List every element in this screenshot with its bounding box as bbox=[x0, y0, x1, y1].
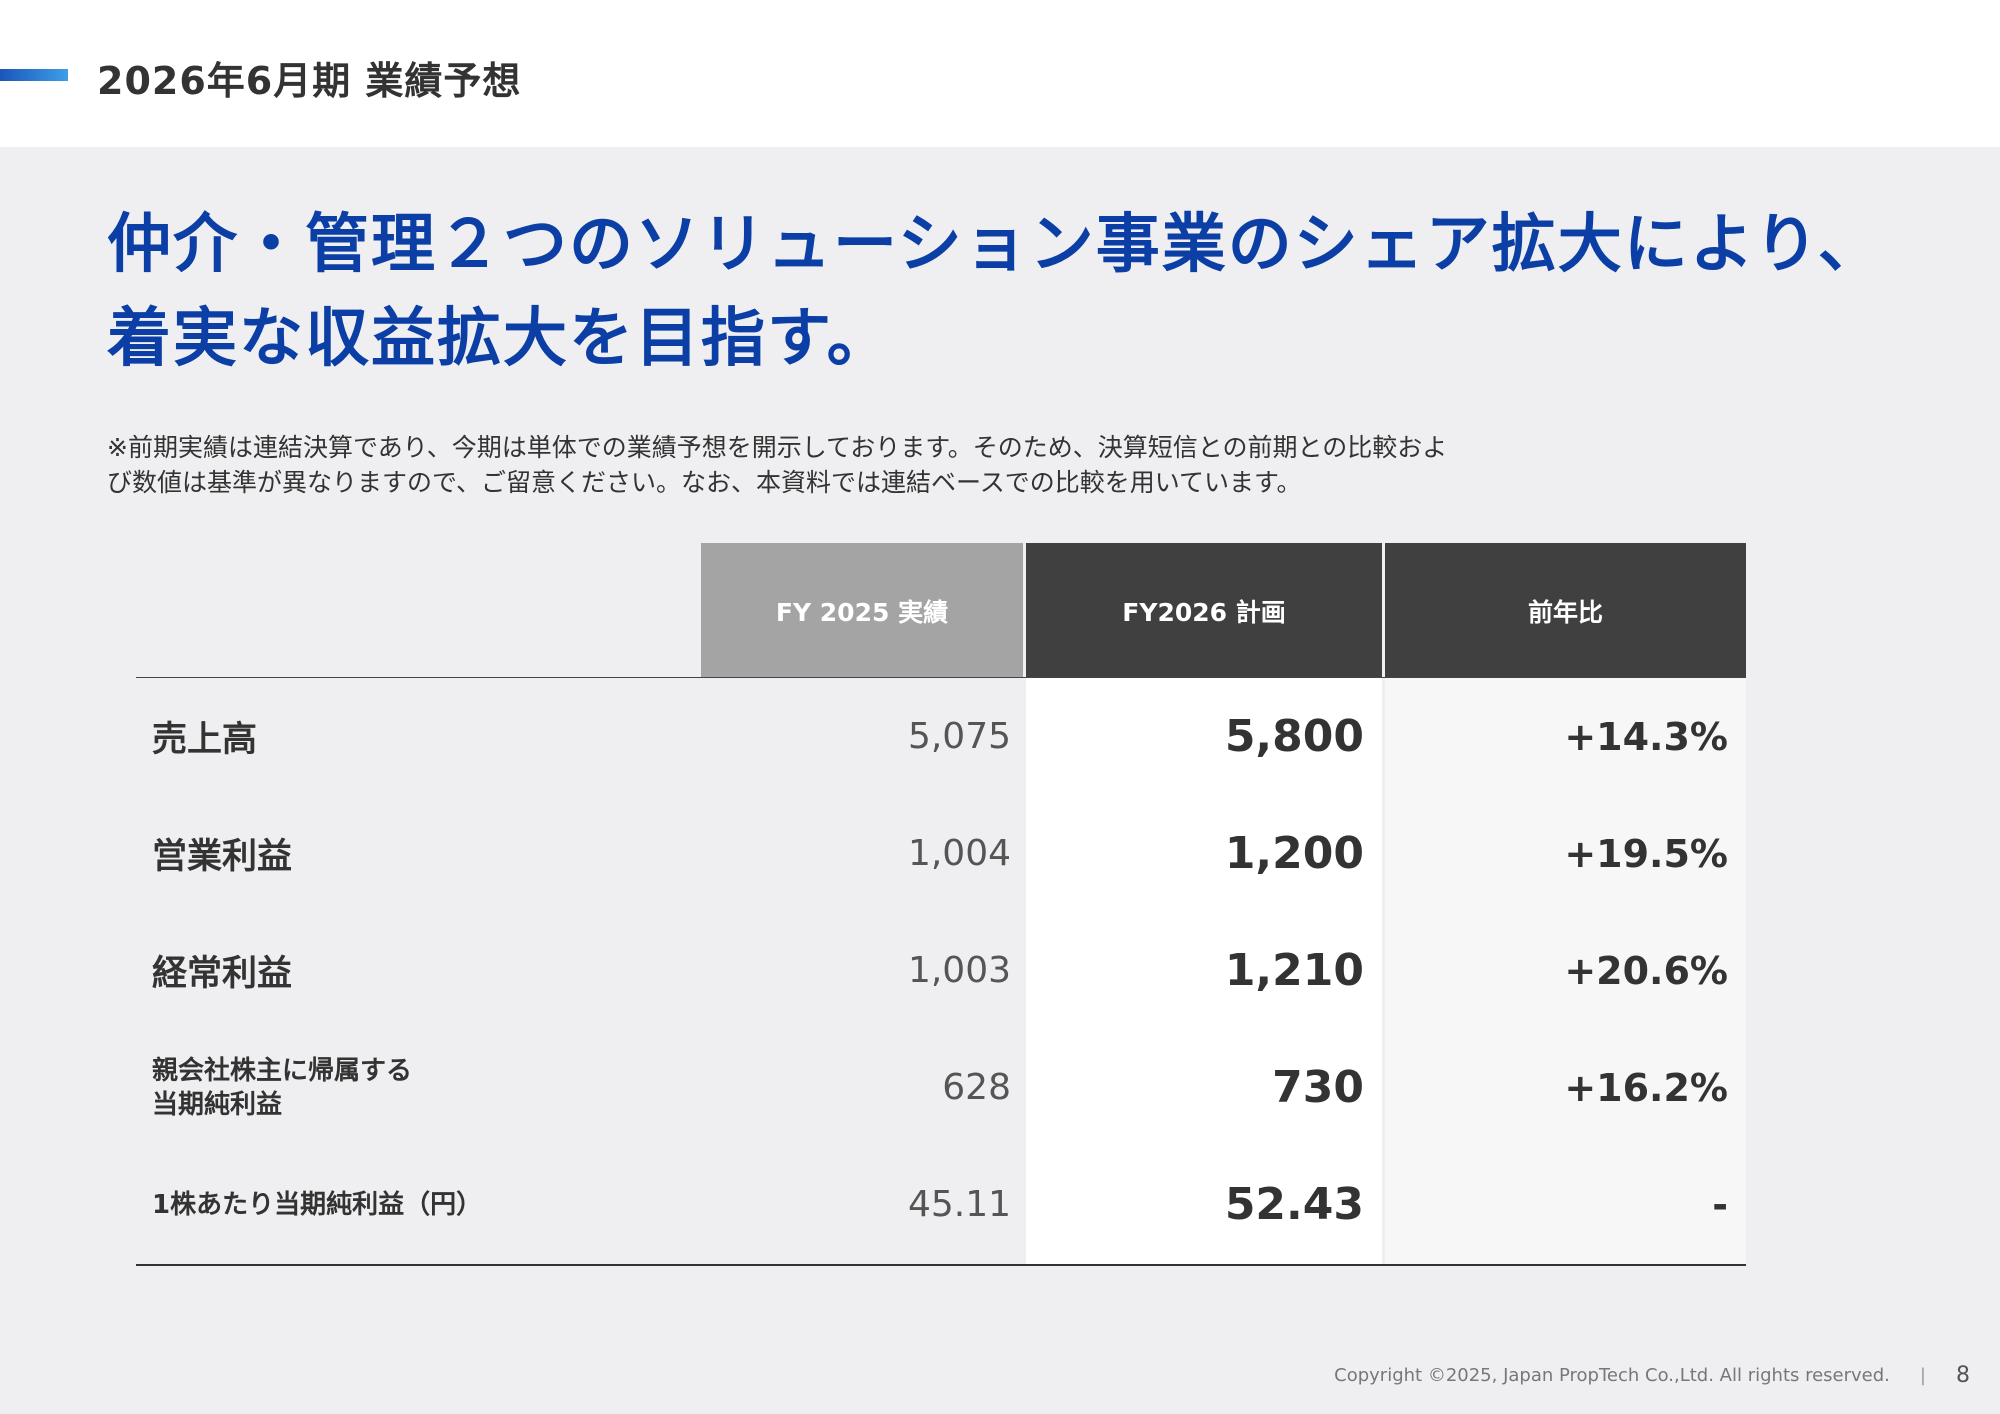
cell-fy2025: 628 bbox=[942, 1067, 1011, 1108]
table-bottom-rule bbox=[136, 1264, 1746, 1266]
fy2026-column-background bbox=[1026, 678, 1382, 1266]
table-top-rule bbox=[136, 677, 1746, 678]
cell-yoy: +20.6% bbox=[1564, 948, 1728, 993]
table-row-eps: 1株あたり当期純利益（円） 45.11 52.43 - bbox=[136, 1146, 1746, 1263]
row-label-line-1: 親会社株主に帰属する bbox=[152, 1055, 413, 1086]
slide-footer: Copyright ©2025, Japan PropTech Co.,Ltd.… bbox=[1334, 1360, 1970, 1390]
forecast-table: FY 2025 実績 FY2026 計画 前年比 売上高 5,075 5,800… bbox=[136, 543, 1746, 1266]
cell-fy2025: 1,004 bbox=[907, 833, 1011, 874]
table-row-revenue: 売上高 5,075 5,800 +14.3% bbox=[136, 678, 1746, 795]
page-title: 2026年6月期 業績予想 bbox=[97, 59, 522, 103]
cell-yoy: +14.3% bbox=[1564, 714, 1728, 759]
row-label: 経常利益 bbox=[152, 954, 293, 994]
cell-yoy: - bbox=[1712, 1182, 1728, 1227]
disclaimer-note: ※前期実績は連結決算であり、今期は単体での業績予想を開示しております。そのため、… bbox=[107, 430, 1667, 500]
table-row-ordinary-profit: 経常利益 1,003 1,210 +20.6% bbox=[136, 912, 1746, 1029]
row-label: 1株あたり当期純利益（円） bbox=[152, 1189, 483, 1220]
slide-header: 2026年6月期 業績予想 bbox=[0, 0, 2000, 147]
footer-separator: | bbox=[1919, 1364, 1926, 1386]
header-yoy: 前年比 bbox=[1385, 543, 1746, 678]
header-fy2026-plan: FY2026 計画 bbox=[1026, 543, 1382, 678]
cell-yoy: +19.5% bbox=[1564, 831, 1728, 876]
table-row-operating-profit: 営業利益 1,004 1,200 +19.5% bbox=[136, 795, 1746, 912]
headline-line-2: 着実な収益拡大を目指す。 bbox=[107, 302, 893, 376]
yoy-column-background bbox=[1385, 678, 1746, 1266]
row-label: 親会社株主に帰属する 当期純利益 bbox=[152, 1029, 672, 1146]
cell-yoy: +16.2% bbox=[1564, 1065, 1728, 1110]
cell-fy2026: 1,210 bbox=[1224, 945, 1364, 996]
row-label: 売上高 bbox=[152, 720, 258, 760]
header-accent-bar bbox=[0, 69, 68, 81]
row-label: 営業利益 bbox=[152, 837, 293, 877]
row-label-line-2: 当期純利益 bbox=[152, 1089, 283, 1120]
headline-line-1: 仲介・管理２つのソリューション事業のシェア拡大により、 bbox=[107, 208, 1884, 282]
cell-fy2026: 730 bbox=[1272, 1062, 1364, 1113]
header-fy2025-actual: FY 2025 実績 bbox=[701, 543, 1023, 678]
copyright-text: Copyright ©2025, Japan PropTech Co.,Ltd.… bbox=[1334, 1364, 1890, 1386]
cell-fy2026: 1,200 bbox=[1224, 828, 1364, 879]
table-row-net-income: 親会社株主に帰属する 当期純利益 628 730 +16.2% bbox=[136, 1029, 1746, 1146]
cell-fy2025: 45.11 bbox=[907, 1184, 1011, 1225]
headline: 仲介・管理２つのソリューション事業のシェア拡大により、 着実な収益拡大を目指す。 bbox=[107, 198, 1957, 386]
note-line-2: び数値は基準が異なりますので、ご留意ください。なお、本資料では連結ベースでの比較… bbox=[107, 468, 1302, 497]
cell-fy2026: 5,800 bbox=[1224, 711, 1364, 762]
cell-fy2025: 5,075 bbox=[907, 716, 1011, 757]
cell-fy2026: 52.43 bbox=[1224, 1179, 1364, 1230]
cell-fy2025: 1,003 bbox=[907, 950, 1011, 991]
note-line-1: ※前期実績は連結決算であり、今期は単体での業績予想を開示しております。そのため、… bbox=[107, 433, 1448, 462]
page-number: 8 bbox=[1956, 1362, 1970, 1388]
